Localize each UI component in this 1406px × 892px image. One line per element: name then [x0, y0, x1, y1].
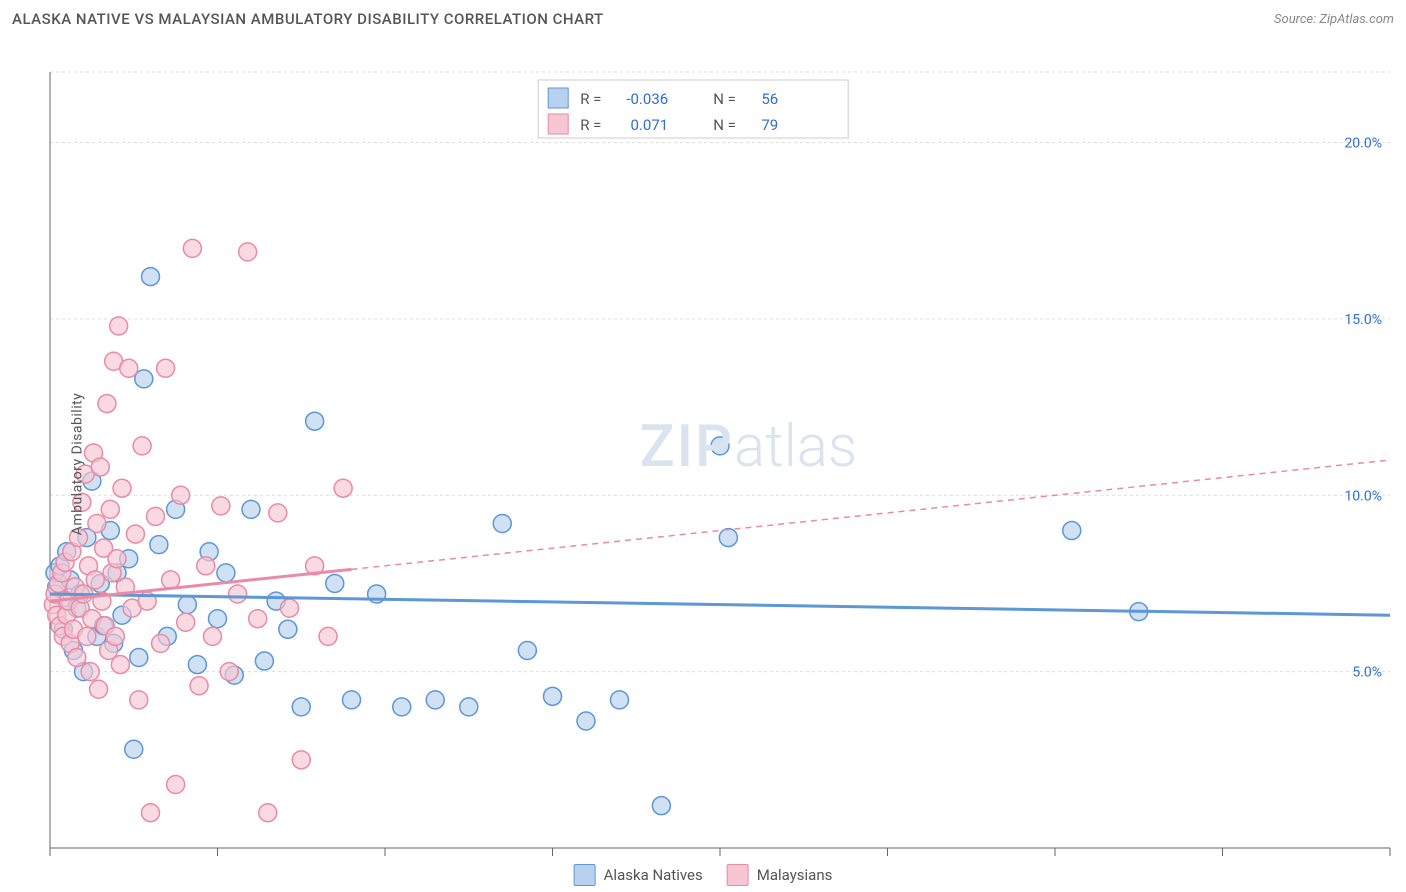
data-point	[88, 514, 106, 532]
data-point	[544, 687, 562, 705]
trend-line-extension	[352, 460, 1391, 569]
svg-text:10.0%: 10.0%	[1344, 488, 1382, 504]
scatter-chart: 5.0%10.0%15.0%20.0%0.0%80.0%R =-0.036N =…	[0, 36, 1406, 856]
data-point	[133, 437, 151, 455]
data-point	[393, 698, 411, 716]
data-point	[611, 691, 629, 709]
data-point	[319, 627, 337, 645]
chart-source: Source: ZipAtlas.com	[1274, 12, 1394, 27]
corr-n-label: N =	[713, 116, 736, 134]
data-point	[81, 663, 99, 681]
data-point	[203, 627, 221, 645]
data-point	[279, 620, 297, 638]
legend-swatch	[727, 864, 749, 886]
chart-title: ALASKA NATIVE VS MALAYSIAN AMBULATORY DI…	[12, 10, 604, 28]
data-point	[220, 663, 238, 681]
data-point	[460, 698, 478, 716]
data-point	[197, 557, 215, 575]
data-point	[130, 691, 148, 709]
corr-n-value: 56	[761, 90, 778, 108]
corr-r-label: R =	[580, 116, 601, 134]
data-point	[101, 500, 119, 518]
data-point	[147, 507, 165, 525]
data-point	[90, 680, 108, 698]
chart-legend: Alaska Natives Malaysians	[574, 864, 833, 886]
data-point	[493, 514, 511, 532]
corr-r-value: -0.036	[626, 90, 668, 108]
legend-item: Malaysians	[727, 864, 833, 886]
data-point	[142, 268, 160, 286]
chart-area: Ambulatory Disability 5.0% 10.0% 15.0% 20.0…	[0, 36, 1406, 892]
data-point	[142, 804, 160, 822]
data-point	[78, 627, 96, 645]
corr-r-label: R =	[580, 90, 601, 108]
corr-r-value: 0.071	[631, 116, 669, 134]
data-point	[86, 571, 104, 589]
legend-label: Alaska Natives	[604, 866, 703, 884]
data-point	[157, 359, 175, 377]
corr-swatch	[548, 114, 568, 134]
data-point	[167, 776, 185, 794]
data-point	[152, 634, 170, 652]
legend-swatch	[574, 864, 596, 886]
data-point	[130, 649, 148, 667]
data-point	[306, 412, 324, 430]
chart-header: ALASKA NATIVE VS MALAYSIAN AMBULATORY DI…	[0, 0, 1406, 32]
data-point	[108, 550, 126, 568]
data-point	[326, 574, 344, 592]
data-point	[188, 656, 206, 674]
data-point	[269, 504, 287, 522]
data-point	[91, 458, 109, 476]
data-point	[125, 740, 143, 758]
data-point	[98, 395, 116, 413]
data-point	[120, 359, 138, 377]
svg-text:15.0%: 15.0%	[1344, 312, 1382, 328]
data-point	[1063, 522, 1081, 540]
data-point	[518, 641, 536, 659]
data-point	[126, 525, 144, 543]
data-point	[292, 751, 310, 769]
data-point	[212, 497, 230, 515]
data-point	[242, 500, 260, 518]
y-axis-label: Ambulatory Disability	[69, 393, 85, 536]
data-point	[217, 564, 235, 582]
data-point	[113, 479, 131, 497]
data-point	[652, 797, 670, 815]
data-point	[281, 599, 299, 617]
data-point	[106, 627, 124, 645]
data-point	[183, 239, 201, 257]
data-point	[292, 698, 310, 716]
data-point	[172, 486, 190, 504]
data-point	[135, 370, 153, 388]
legend-label: Malaysians	[757, 866, 833, 884]
data-point	[178, 596, 196, 614]
svg-text:20.0%: 20.0%	[1344, 136, 1382, 152]
data-point	[334, 479, 352, 497]
data-point	[343, 691, 361, 709]
legend-item: Alaska Natives	[574, 864, 703, 886]
data-point	[209, 610, 227, 628]
data-point	[190, 677, 208, 695]
data-point	[177, 613, 195, 631]
corr-n-label: N =	[713, 90, 736, 108]
svg-text:5.0%: 5.0%	[1352, 665, 1382, 681]
data-point	[111, 656, 129, 674]
data-point	[577, 712, 595, 730]
data-point	[249, 610, 267, 628]
data-point	[259, 804, 277, 822]
data-point	[255, 652, 273, 670]
data-point	[110, 317, 128, 335]
data-point	[229, 585, 247, 603]
corr-swatch	[548, 88, 568, 108]
data-point	[426, 691, 444, 709]
data-point	[719, 529, 737, 547]
data-point	[239, 243, 257, 261]
data-point	[68, 649, 86, 667]
data-point	[711, 437, 729, 455]
corr-n-value: 79	[761, 116, 778, 134]
data-point	[150, 536, 168, 554]
